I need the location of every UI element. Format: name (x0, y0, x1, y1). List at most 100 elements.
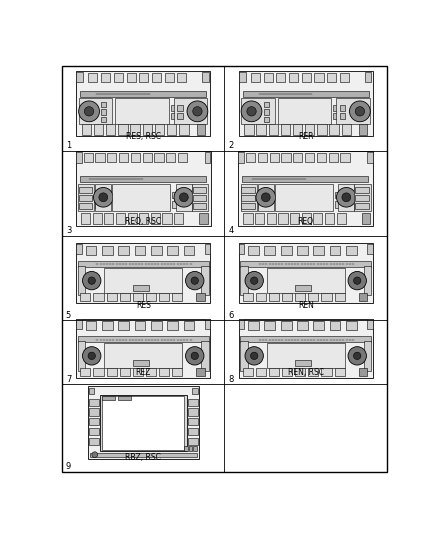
Bar (75, 152, 81, 163)
Bar (317, 153, 326, 162)
Bar (127, 74, 136, 83)
Bar (76, 319, 210, 378)
Bar (335, 293, 345, 301)
Bar (240, 261, 371, 267)
Text: RES: RES (136, 302, 151, 310)
Circle shape (92, 452, 98, 458)
Bar (131, 153, 140, 162)
Bar (78, 184, 95, 211)
Bar (118, 246, 129, 255)
Bar (112, 184, 170, 211)
Bar (75, 150, 211, 226)
Circle shape (256, 188, 276, 207)
Bar (258, 153, 267, 162)
Bar (359, 293, 367, 301)
Bar (239, 244, 244, 254)
Circle shape (186, 271, 204, 290)
Bar (268, 124, 278, 135)
Bar (80, 293, 90, 301)
Bar (325, 213, 334, 224)
Bar (102, 321, 113, 330)
Bar (346, 246, 357, 255)
Circle shape (251, 352, 258, 360)
Bar (290, 213, 299, 224)
Bar (367, 319, 373, 329)
Text: 9: 9 (66, 462, 71, 471)
Bar (308, 368, 318, 376)
Circle shape (350, 101, 370, 122)
Bar (302, 74, 311, 83)
Bar (275, 184, 333, 211)
Bar (295, 360, 311, 366)
Circle shape (174, 188, 194, 207)
Bar (279, 213, 288, 224)
Bar (86, 321, 96, 330)
Bar (94, 124, 103, 135)
Bar (265, 246, 275, 255)
Bar (78, 336, 209, 342)
Bar (193, 446, 197, 451)
Bar (101, 117, 106, 122)
Bar (172, 201, 178, 208)
Bar (167, 246, 178, 255)
Bar (193, 187, 206, 193)
Text: RES, RSC: RES, RSC (126, 132, 161, 141)
Text: 2: 2 (228, 141, 233, 150)
Bar (79, 187, 92, 193)
Circle shape (336, 188, 356, 207)
Bar (106, 368, 117, 376)
Bar (146, 368, 156, 376)
Bar (118, 321, 129, 330)
Bar (133, 368, 143, 376)
Bar (90, 453, 197, 457)
Bar (364, 72, 371, 82)
Bar (241, 195, 255, 201)
Bar (335, 368, 345, 376)
Bar (201, 266, 209, 295)
Bar (88, 418, 99, 425)
Bar (317, 124, 327, 135)
Bar (80, 91, 206, 97)
Bar (330, 321, 340, 330)
Text: 1: 1 (66, 141, 71, 150)
Bar (177, 114, 183, 119)
Bar (239, 243, 373, 303)
Bar (159, 293, 169, 301)
Bar (142, 153, 152, 162)
Bar (78, 261, 209, 267)
Bar (84, 153, 93, 162)
Bar (155, 124, 164, 135)
Bar (278, 99, 331, 124)
Bar (88, 386, 199, 459)
Bar (270, 153, 279, 162)
Bar (172, 368, 182, 376)
Bar (282, 153, 291, 162)
Bar (174, 99, 208, 124)
Bar (289, 74, 298, 83)
Bar (258, 184, 274, 211)
Text: REQ: REQ (298, 217, 314, 226)
Bar (201, 341, 209, 370)
Bar (176, 184, 192, 211)
Bar (179, 124, 189, 135)
Bar (293, 124, 302, 135)
Bar (321, 293, 332, 301)
Text: 7: 7 (66, 375, 71, 384)
Bar (281, 321, 292, 330)
Bar (143, 124, 152, 135)
Bar (199, 213, 208, 224)
Bar (177, 105, 183, 111)
Bar (243, 368, 253, 376)
Bar (118, 397, 131, 400)
Bar (359, 368, 367, 376)
Bar (184, 246, 194, 255)
Bar (102, 397, 184, 450)
Bar (115, 99, 169, 124)
Bar (258, 191, 264, 198)
Bar (346, 321, 357, 330)
Bar (238, 152, 244, 163)
Bar (106, 293, 117, 301)
Circle shape (342, 193, 351, 201)
Bar (364, 341, 371, 370)
Bar (267, 268, 345, 293)
